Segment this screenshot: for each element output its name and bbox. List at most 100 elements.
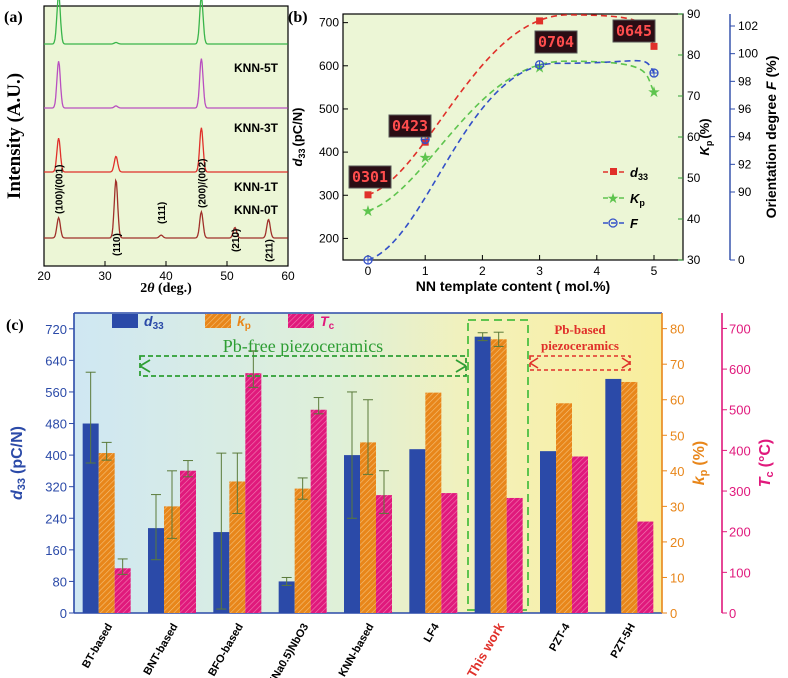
c-bar-d33: [344, 455, 360, 613]
c-bar-kp: [229, 481, 246, 613]
c-kp-tick-label: 50: [670, 428, 684, 443]
b-kp-tick-label: 80: [687, 48, 701, 62]
b-d33-point: [364, 191, 372, 199]
b-kp-tick-label: 50: [687, 171, 701, 185]
pb-free-text: Pb-free piezoceramics: [223, 336, 383, 356]
c-left-tick-label: 240: [45, 511, 67, 526]
a-xtick-label: 40: [159, 269, 173, 283]
pb-based-annotation: Pb-based piezoceramics: [529, 322, 631, 371]
b-display-box: [388, 114, 432, 138]
a-peak-label: (111): [157, 202, 168, 224]
b-left-tick-label: 300: [319, 188, 339, 202]
a-series-label: KNN-0T: [234, 203, 279, 217]
c-bar-kp: [294, 488, 311, 613]
c-tc-tick-label: 700: [729, 321, 751, 336]
c-bar-tc: [376, 495, 392, 613]
panel-c-legend: d33 kp Tc: [112, 313, 335, 332]
b-xtick-label: 5: [651, 264, 658, 278]
panel-a-series: [44, 0, 288, 239]
legend-c-d33-swatch: [112, 314, 138, 328]
b-xtick-label: 4: [593, 264, 600, 278]
b-f-tick-label: 98: [738, 74, 752, 88]
c-bar-tc: [572, 456, 588, 613]
c-bar-d33: [409, 449, 426, 613]
c-bar-kp: [360, 442, 376, 613]
b-f-tick-label: 100: [738, 47, 758, 61]
a-xtick-label: 50: [220, 269, 234, 283]
pb-based-arrowheads: [529, 357, 631, 369]
legend-d33-text: d33: [630, 165, 648, 182]
panel-b-f-label: Orientation degreeF(%): [763, 56, 779, 219]
b-left-tick-label: 600: [319, 59, 339, 73]
c-bar-kp: [621, 381, 638, 613]
c-left-tick-label: 320: [45, 480, 67, 495]
panel-b-f-ticks: 0 90 92 94 96 98 100 102: [730, 19, 758, 267]
b-left-tick-label: 400: [319, 145, 339, 159]
c-left-tick-label: 720: [45, 322, 67, 337]
panel-b-ylabel: d33(pC/N): [290, 108, 307, 167]
a-peak-label: (211): [264, 239, 275, 262]
panel-c-d33-label: d33(pC/N): [9, 426, 28, 500]
c-bar-d33: [148, 528, 164, 613]
c-bar-kp: [98, 453, 115, 613]
b-left-tick-label: 200: [319, 231, 339, 245]
c-tc-tick-label: 300: [729, 484, 751, 499]
panel-b-series: ★ ★ ★ ★: [361, 14, 661, 265]
c-category-label: BFO-based: [206, 622, 246, 678]
panel-b-legend: d33 ★ Kp F: [603, 165, 648, 231]
legend-c-kp-text: kp: [237, 313, 251, 332]
panel-b-label: (b): [288, 9, 308, 26]
c-category-label: BNT-based: [141, 622, 180, 678]
c-left-tick-label: 400: [45, 448, 67, 463]
panel-b-displays: 0301 0423 0704 0645: [348, 19, 656, 189]
a-series-knn-5t: [44, 0, 288, 45]
c-tc-tick-label: 0: [729, 606, 736, 621]
b-kp-tick-label: 60: [687, 130, 701, 144]
a-series-label: KNN-3T: [234, 121, 279, 135]
c-bar-tc: [114, 568, 131, 613]
legend-c-tc-swatch: [288, 314, 314, 328]
c-bar-tc: [310, 409, 327, 613]
b-f-tick-label: 90: [738, 185, 752, 199]
panel-b-left-ticks: 200 300 400 500 600 700: [319, 16, 348, 245]
panel-a-plot-area: [44, 6, 288, 266]
c-bar-tc: [245, 373, 262, 613]
panel-b-kp-ticks: 30 40 50 60 70 80 90: [678, 7, 701, 267]
c-kp-tick-label: 70: [670, 357, 684, 372]
b-display-value: 0704: [538, 33, 574, 51]
b-kp-tick-label: 90: [687, 7, 701, 21]
b-f-tick-label: 0: [738, 253, 745, 267]
b-d33-point: [650, 42, 658, 50]
panel-b-xlabel: NN template content ( mol.%): [416, 278, 610, 294]
c-category-label: LF4: [422, 621, 443, 645]
b-f-tick-label: 96: [738, 102, 752, 116]
c-left-tick-label: 80: [53, 574, 67, 589]
c-bar-tc: [506, 497, 523, 613]
pb-free-annotation: Pb-free piezoceramics: [139, 336, 467, 377]
panel-c-kp-ticks: 0 10 20 30 40 50 60 70 80: [662, 322, 684, 621]
c-left-tick-label: 480: [45, 417, 67, 432]
c-bar-d33: [540, 451, 556, 613]
b-display-value: 0301: [352, 168, 388, 186]
c-tc-tick-label: 500: [729, 403, 751, 418]
panel-c-bars: [82, 331, 654, 613]
c-left-tick-label: 640: [45, 353, 67, 368]
c-category-label: BT-based: [80, 622, 115, 671]
pb-based-text-2: piezoceramics: [541, 338, 619, 353]
c-kp-tick-label: 30: [670, 499, 684, 514]
panel-c-kp-label: kp(%): [691, 441, 710, 486]
c-bar-d33: [605, 378, 622, 613]
b-left-tick-label: 500: [319, 102, 339, 116]
c-kp-tick-label: 20: [670, 535, 684, 550]
panel-c-label: (c): [6, 317, 24, 334]
b-f-tick-label: 102: [738, 19, 758, 33]
b-kp-point: ★: [418, 150, 431, 167]
b-xtick-label: 1: [422, 264, 429, 278]
b-display-box: [348, 165, 392, 189]
b-display-value: 0645: [616, 22, 652, 40]
c-kp-tick-label: 0: [670, 606, 677, 621]
c-bar-kp: [556, 403, 572, 613]
